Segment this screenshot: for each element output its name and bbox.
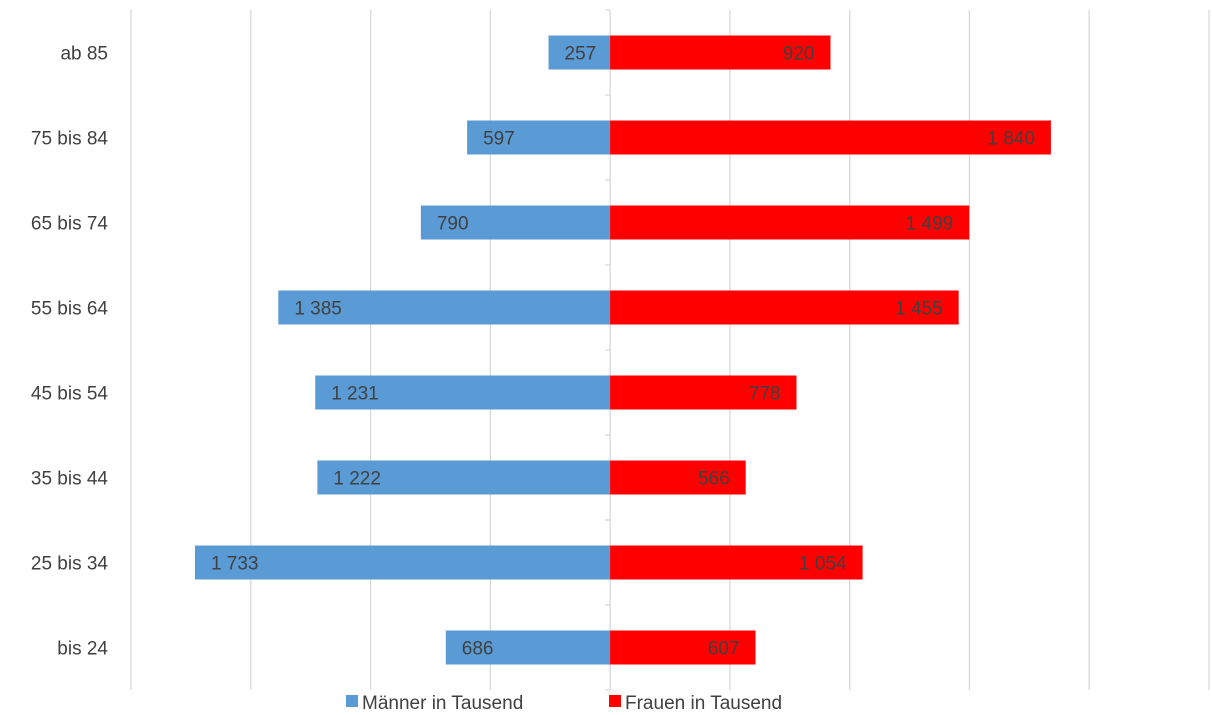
category-labels: ab 85 75 bis 84 65 bis 74 55 bis 64 45 bis 5… xyxy=(31,44,109,660)
legend-swatch xyxy=(346,695,358,707)
bar-men xyxy=(315,375,611,410)
category-label: 75 bis 84 xyxy=(31,129,109,150)
data-label-men: 597 xyxy=(483,129,515,150)
data-label-men: 1 231 xyxy=(331,384,379,405)
bar-women xyxy=(610,205,970,240)
bar-women xyxy=(610,375,797,410)
data-label-men: 257 xyxy=(565,44,597,65)
bar-men xyxy=(317,460,611,495)
data-labels: 257 920 597 1 840 790 1 499 1 385 1 455 1 231 778… xyxy=(211,44,1035,660)
category-label: ab 85 xyxy=(60,44,108,65)
bar-women xyxy=(610,120,1051,155)
data-label-women: 1 455 xyxy=(895,299,943,320)
data-label-men: 790 xyxy=(437,214,469,235)
data-label-men: 1 385 xyxy=(294,299,342,320)
data-label-men: 1 733 xyxy=(211,554,259,575)
bar-men xyxy=(445,630,611,665)
category-label: 55 bis 64 xyxy=(31,299,109,320)
data-label-women: 1 054 xyxy=(799,554,847,575)
legend-label: Frauen in Tausend xyxy=(625,693,782,714)
bar-women xyxy=(610,290,959,325)
bar-women xyxy=(610,545,863,580)
data-label-women: 1 840 xyxy=(987,129,1035,150)
legend: Männer in Tausend Frauen in Tausend xyxy=(346,693,782,714)
category-axis xyxy=(605,9,611,691)
bar-men xyxy=(194,545,611,580)
bar-men xyxy=(420,205,611,240)
data-label-women: 778 xyxy=(749,384,781,405)
data-label-men: 1 222 xyxy=(333,469,381,490)
legend-label: Männer in Tausend xyxy=(362,693,523,714)
category-label: bis 24 xyxy=(57,639,108,660)
category-label: 65 bis 74 xyxy=(31,214,109,235)
data-label-women: 1 499 xyxy=(906,214,954,235)
bar-men xyxy=(467,120,611,155)
category-label: 35 bis 44 xyxy=(31,469,109,490)
data-label-women: 566 xyxy=(698,469,730,490)
legend-swatch xyxy=(609,695,621,707)
bars xyxy=(194,35,1051,665)
gridlines xyxy=(130,10,1210,690)
bar-men xyxy=(548,35,611,70)
data-label-women: 920 xyxy=(783,44,815,65)
bar-women xyxy=(610,35,831,70)
data-label-women: 607 xyxy=(708,639,740,660)
bar-women xyxy=(610,630,756,665)
category-label: 45 bis 54 xyxy=(31,384,109,405)
category-label: 25 bis 34 xyxy=(31,554,109,575)
data-label-men: 686 xyxy=(462,639,494,660)
bar-men xyxy=(278,290,611,325)
bar-women xyxy=(610,460,746,495)
